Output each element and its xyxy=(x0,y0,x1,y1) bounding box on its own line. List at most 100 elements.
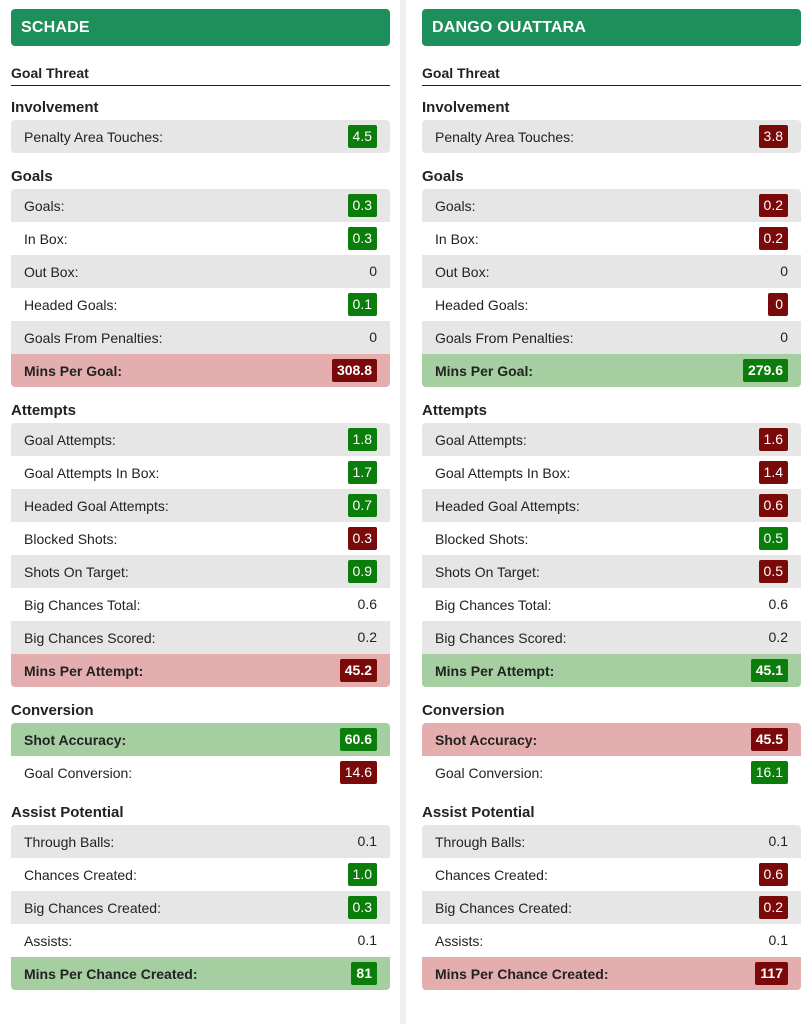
stat-row: Assists: 0.1 xyxy=(11,924,390,957)
stat-label: Goal Conversion: xyxy=(435,764,544,781)
stat-row: Goal Attempts: 1.6 xyxy=(422,423,801,456)
stat-value-badge: 45.1 xyxy=(750,659,788,682)
stat-label: Big Chances Total: xyxy=(24,596,141,613)
stat-section: Attempts Goal Attempts: 1.8 Goal Attempts I… xyxy=(11,401,390,687)
stat-row: In Box: 0.3 xyxy=(11,222,390,255)
stat-section: Goals Goals: 0.2 In Box: 0.2 Out Box: 0 Headed … xyxy=(422,167,801,387)
stat-label: Headed Goals: xyxy=(435,296,529,313)
stat-row: Goals From Penalties: 0 xyxy=(422,321,801,354)
stat-row: Through Balls: 0.1 xyxy=(11,825,390,858)
stat-sections: Involvement Penalty Area Touches: 3.8 Goals… xyxy=(422,98,801,990)
player-panel-left: SCHADE Goal Threat Involvement Penalty Ar… xyxy=(11,9,390,990)
stat-row: Chances Created: 0.6 xyxy=(422,858,801,891)
player-name-header: DANGO OUATTARA xyxy=(422,9,801,46)
stat-row: Shots On Target: 0.5 xyxy=(422,555,801,588)
stat-label: Blocked Shots: xyxy=(24,530,118,547)
stat-label: Chances Created: xyxy=(435,866,548,883)
stat-row: Goals From Penalties: 0 xyxy=(11,321,390,354)
stat-value-badge: 1.0 xyxy=(347,863,377,886)
stat-label: Penalty Area Touches: xyxy=(24,128,164,145)
stat-section: Goals Goals: 0.3 In Box: 0.3 Out Box: 0 Headed … xyxy=(11,167,390,387)
stat-label: Shot Accuracy: xyxy=(435,731,538,748)
stat-value-badge: 0.6 xyxy=(758,863,788,886)
stat-label: Goal Attempts: xyxy=(435,431,527,448)
stat-row: Big Chances Total: 0.6 xyxy=(422,588,801,621)
stat-label: Goal Attempts In Box: xyxy=(24,464,160,481)
stat-label: Goal Attempts In Box: xyxy=(435,464,571,481)
stat-label: In Box: xyxy=(435,230,479,247)
stat-value-badge: 0.2 xyxy=(758,194,788,217)
stat-label: Shots On Target: xyxy=(435,563,540,580)
stat-value-badge: 14.6 xyxy=(339,761,377,784)
section-title: Assist Potential xyxy=(422,804,535,821)
stat-row: Headed Goals: 0 xyxy=(422,288,801,321)
stat-value-badge: 16.1 xyxy=(750,761,788,784)
stat-rows: Goal Attempts: 1.8 Goal Attempts In Box: 1.… xyxy=(11,423,390,687)
stat-value-badge: 117 xyxy=(755,962,788,985)
stat-label: Out Box: xyxy=(435,263,490,280)
stat-value-badge: 0.3 xyxy=(347,527,377,550)
stat-value-badge: 0 xyxy=(369,329,377,345)
stat-row: Goal Attempts: 1.8 xyxy=(11,423,390,456)
stat-rows: Shot Accuracy: 60.6 Goal Conversion: 14.6 xyxy=(11,723,390,789)
stat-rows: Shot Accuracy: 45.5 Goal Conversion: 16.1 xyxy=(422,723,801,789)
stat-value-badge: 81 xyxy=(351,962,377,985)
stat-row: Shot Accuracy: 45.5 xyxy=(422,723,801,756)
stat-label: Goal Attempts: xyxy=(24,431,116,448)
stat-row: Assists: 0.1 xyxy=(422,924,801,957)
stat-label: Big Chances Created: xyxy=(24,899,161,916)
stat-value-badge: 308.8 xyxy=(331,359,377,382)
stat-row: Through Balls: 0.1 xyxy=(422,825,801,858)
stat-section: Attempts Goal Attempts: 1.6 Goal Attempts I… xyxy=(422,401,801,687)
section-title: Attempts xyxy=(11,402,77,419)
section-title: Goals xyxy=(11,168,53,185)
stat-value-badge: 1.4 xyxy=(758,461,788,484)
section-title: Conversion xyxy=(11,702,94,719)
stat-value-badge: 0.3 xyxy=(347,194,377,217)
stat-value-badge: 45.5 xyxy=(750,728,788,751)
stat-value-badge: 0.6 xyxy=(768,596,788,612)
stat-value-badge: 0.1 xyxy=(357,833,377,849)
stat-value-badge: 0.5 xyxy=(758,560,788,583)
stat-rows: Goals: 0.3 In Box: 0.3 Out Box: 0 Headed Goals… xyxy=(11,189,390,387)
stat-row: Big Chances Scored: 0.2 xyxy=(11,621,390,654)
stat-value-badge: 0.2 xyxy=(758,896,788,919)
stat-label: Through Balls: xyxy=(24,833,115,850)
stat-value-badge: 45.2 xyxy=(339,659,377,682)
stat-label: Big Chances Total: xyxy=(435,596,552,613)
stat-label: Penalty Area Touches: xyxy=(435,128,575,145)
stat-row: Mins Per Goal: 279.6 xyxy=(422,354,801,387)
stat-label: Goals From Penalties: xyxy=(24,329,163,346)
stat-row: Goal Attempts In Box: 1.4 xyxy=(422,456,801,489)
stat-label: Mins Per Attempt: xyxy=(435,662,555,679)
section-title: Goals xyxy=(422,168,464,185)
stat-row: Chances Created: 1.0 xyxy=(11,858,390,891)
stat-label: Headed Goal Attempts: xyxy=(435,497,580,514)
stat-row: Goals: 0.3 xyxy=(11,189,390,222)
stat-row: Penalty Area Touches: 3.8 xyxy=(422,120,801,153)
stat-row: In Box: 0.2 xyxy=(422,222,801,255)
stat-rows: Through Balls: 0.1 Chances Created: 0.6 Big … xyxy=(422,825,801,990)
stat-label: Goal Conversion: xyxy=(24,764,133,781)
section-title: Involvement xyxy=(422,99,510,116)
stat-label: Mins Per Chance Created: xyxy=(24,965,198,982)
section-title: Involvement xyxy=(11,99,99,116)
stat-row: Goals: 0.2 xyxy=(422,189,801,222)
stat-rows: Through Balls: 0.1 Chances Created: 1.0 Big … xyxy=(11,825,390,990)
stat-label: Through Balls: xyxy=(435,833,526,850)
stat-value-badge: 0.6 xyxy=(357,596,377,612)
stat-section: Conversion Shot Accuracy: 45.5 Goal Convers… xyxy=(422,701,801,789)
stat-row: Big Chances Created: 0.2 xyxy=(422,891,801,924)
stat-sections: Involvement Penalty Area Touches: 4.5 Goals… xyxy=(11,98,390,990)
stat-value-badge: 0.6 xyxy=(758,494,788,517)
stat-row: Mins Per Goal: 308.8 xyxy=(11,354,390,387)
stat-section: Involvement Penalty Area Touches: 3.8 xyxy=(422,98,801,153)
stat-row: Shot Accuracy: 60.6 xyxy=(11,723,390,756)
stat-section: Assist Potential Through Balls: 0.1 Chances… xyxy=(422,803,801,990)
stat-row: Big Chances Scored: 0.2 xyxy=(422,621,801,654)
stat-label: In Box: xyxy=(24,230,68,247)
stat-row: Mins Per Chance Created: 81 xyxy=(11,957,390,990)
stat-label: Blocked Shots: xyxy=(435,530,529,547)
stat-value-badge: 3.8 xyxy=(758,125,788,148)
